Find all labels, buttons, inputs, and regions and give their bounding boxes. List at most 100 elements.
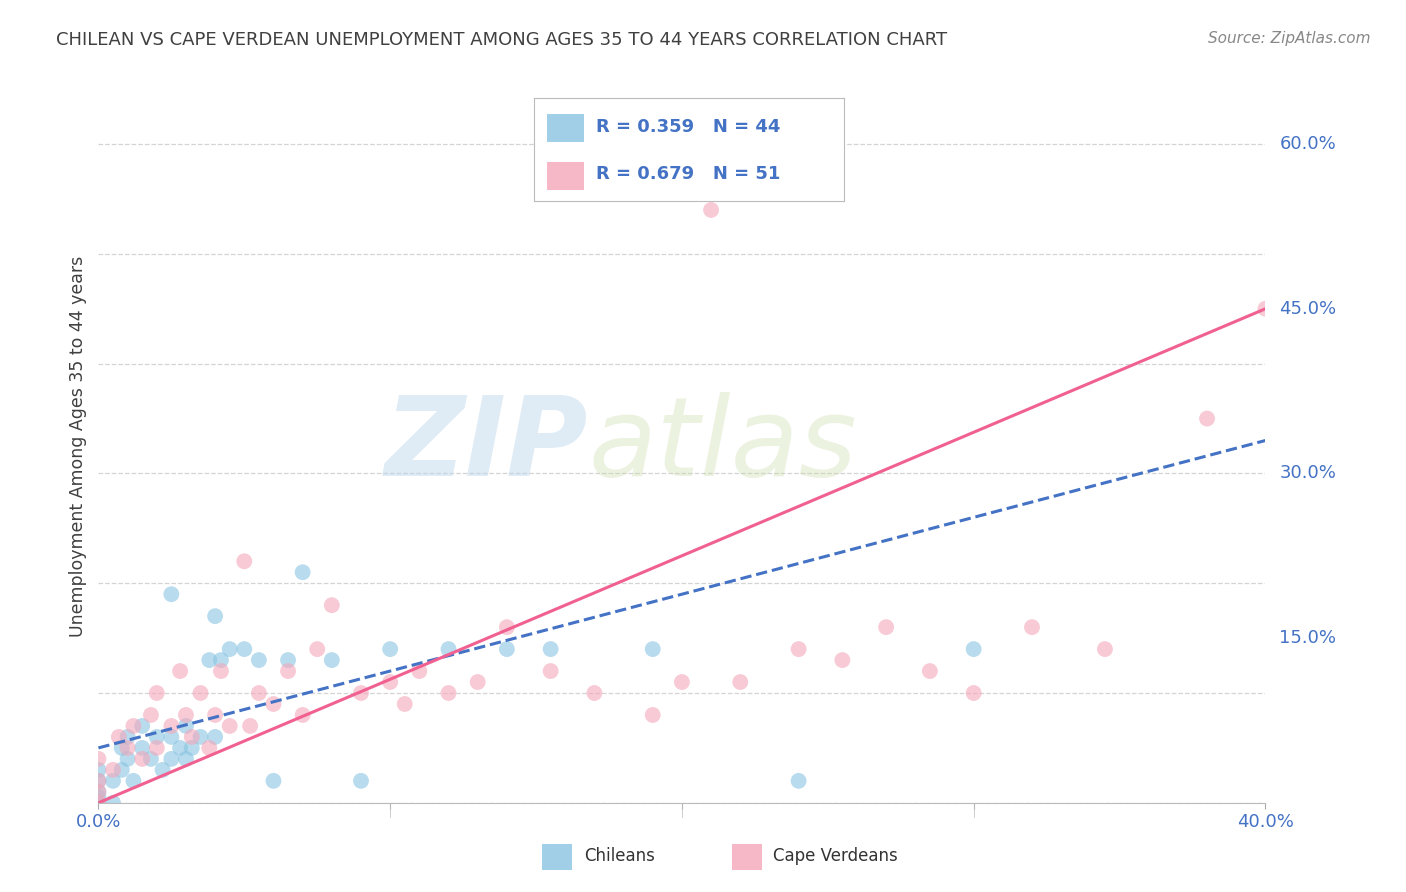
Point (174, 708, 197, 723)
Point (437, 686, 460, 700)
Point (918, 664, 941, 678)
Point (262, 773, 284, 788)
Point (437, 642, 460, 657)
Text: 15.0%: 15.0% (1279, 629, 1336, 647)
Point (204, 730, 226, 744)
Point (218, 719, 240, 733)
Point (1195, 411, 1218, 425)
Text: CHILEAN VS CAPE VERDEAN UNEMPLOYMENT AMONG AGES 35 TO 44 YEARS CORRELATION CHART: CHILEAN VS CAPE VERDEAN UNEMPLOYMENT AMO… (56, 31, 948, 49)
Point (408, 664, 430, 678)
Point (641, 708, 664, 723)
Point (152, 763, 174, 777)
Point (1254, 301, 1277, 316)
Point (875, 620, 897, 634)
Point (108, 730, 131, 744)
Point (139, 752, 162, 766)
Point (496, 620, 519, 634)
Point (139, 708, 162, 723)
Point (394, 697, 416, 711)
Point (291, 566, 314, 580)
Point (730, 675, 752, 690)
Point (87, 790, 110, 805)
Point (962, 686, 984, 700)
Point (831, 653, 853, 667)
Point (321, 653, 343, 667)
Point (641, 642, 664, 657)
Point (180, 740, 202, 755)
Point (87, 785, 110, 799)
Point (101, 763, 124, 777)
Point (277, 653, 299, 667)
Point (117, 740, 139, 755)
Point (111, 763, 134, 777)
Y-axis label: Unemployment Among Ages 35 to 44 years: Unemployment Among Ages 35 to 44 years (69, 255, 87, 637)
Point (218, 642, 240, 657)
Point (160, 587, 183, 601)
Point (111, 740, 134, 755)
Point (496, 642, 519, 657)
Bar (541, 844, 572, 870)
Point (247, 686, 270, 700)
Point (671, 675, 693, 690)
Point (146, 686, 169, 700)
Point (117, 730, 139, 744)
Point (307, 642, 329, 657)
Point (204, 708, 226, 723)
Point (117, 752, 139, 766)
Text: ZIP: ZIP (385, 392, 589, 500)
Bar (547, 113, 583, 142)
Point (160, 752, 183, 766)
Point (467, 675, 489, 690)
Point (169, 740, 191, 755)
Point (277, 664, 299, 678)
Point (131, 740, 153, 755)
Point (380, 642, 402, 657)
Point (160, 719, 183, 733)
Point (122, 719, 145, 733)
Point (190, 686, 212, 700)
Point (291, 708, 314, 723)
Point (209, 653, 232, 667)
Text: 30.0%: 30.0% (1279, 465, 1336, 483)
Point (146, 730, 169, 744)
Point (87, 796, 110, 810)
Point (87, 785, 110, 799)
Point (787, 773, 810, 788)
Bar (731, 844, 762, 870)
Point (174, 719, 197, 733)
Text: atlas: atlas (589, 392, 858, 500)
Point (233, 554, 256, 568)
Text: Chileans: Chileans (583, 847, 655, 865)
Point (540, 642, 562, 657)
Point (87, 763, 110, 777)
Point (321, 598, 343, 612)
Point (540, 664, 562, 678)
Text: Source: ZipAtlas.com: Source: ZipAtlas.com (1208, 31, 1371, 46)
Text: 60.0%: 60.0% (1279, 135, 1336, 153)
Text: Cape Verdeans: Cape Verdeans (773, 847, 898, 865)
Point (131, 752, 153, 766)
Point (700, 202, 723, 217)
Point (198, 740, 221, 755)
Point (583, 686, 606, 700)
Point (262, 697, 284, 711)
Point (174, 752, 197, 766)
Point (239, 719, 262, 733)
Point (87, 752, 110, 766)
Point (122, 773, 145, 788)
Point (380, 675, 402, 690)
Point (204, 609, 226, 624)
Text: 45.0%: 45.0% (1279, 300, 1337, 318)
Point (190, 730, 212, 744)
Point (1094, 642, 1116, 657)
Point (87, 796, 110, 810)
Point (233, 642, 256, 657)
Bar (547, 161, 583, 190)
Text: R = 0.679   N = 51: R = 0.679 N = 51 (596, 165, 780, 183)
Point (209, 664, 232, 678)
Point (87, 773, 110, 788)
Point (101, 773, 124, 788)
Point (350, 686, 373, 700)
Point (180, 730, 202, 744)
Point (131, 719, 153, 733)
